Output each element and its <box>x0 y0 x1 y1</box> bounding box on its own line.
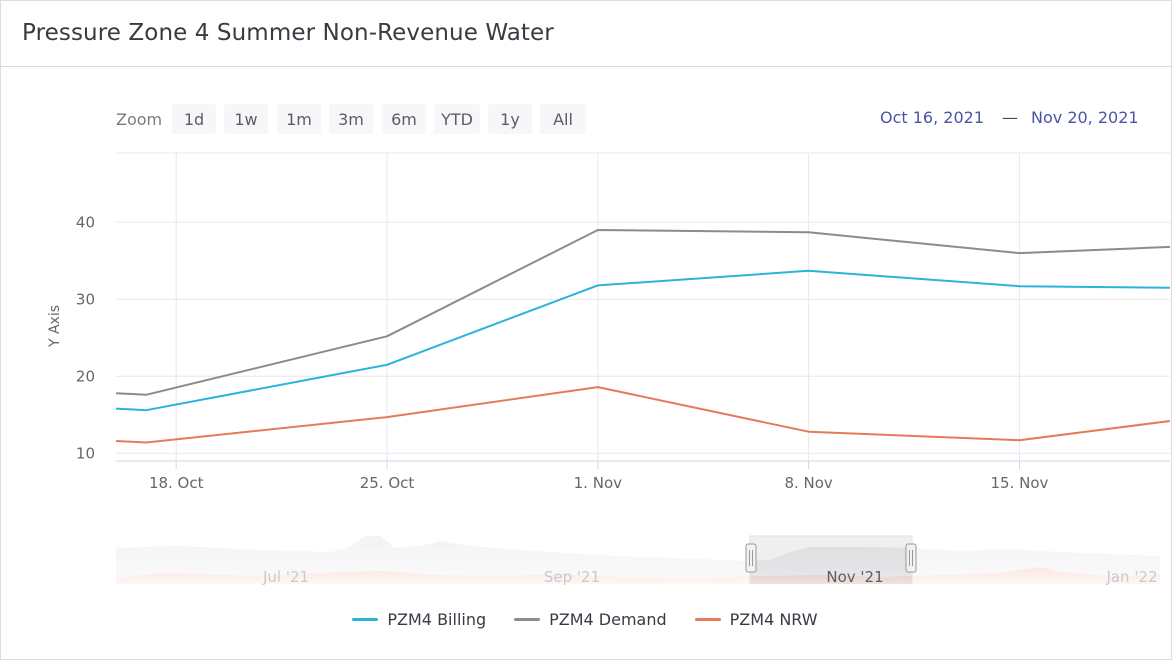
x-tick-label: 18. Oct <box>149 474 204 492</box>
navigator-mask-left <box>116 528 750 584</box>
y-tick-label: 20 <box>76 367 95 385</box>
series-line-pzm4-billing[interactable] <box>115 269 1171 412</box>
range-to-input[interactable]: Nov 20, 2021 <box>1031 108 1139 127</box>
y-tick-label: 30 <box>76 290 95 308</box>
navigator-selection[interactable] <box>750 536 912 584</box>
legend-label: PZM4 Demand <box>549 610 667 629</box>
range-separator: — <box>1002 108 1018 127</box>
navigator-mask-right <box>912 528 1160 584</box>
panel-header: Pressure Zone 4 Summer Non-Revenue Water <box>1 1 1171 67</box>
legend-swatch <box>694 618 721 621</box>
zoom-label: Zoom <box>116 110 163 129</box>
legend-swatch <box>352 618 379 621</box>
y-axis-title: Y Axis <box>47 305 63 348</box>
navigator[interactable]: Jul '21 Sep '21 Nov '21 Jan '22 <box>116 528 1160 586</box>
x-tick-label: 15. Nov <box>990 474 1048 492</box>
legend-item-pzm4-billing[interactable]: PZM4 Billing <box>352 610 486 629</box>
x-tick-label: 1. Nov <box>574 474 622 492</box>
navigator-area-nrw <box>116 567 1160 584</box>
zoom-1d-button[interactable]: 1d <box>172 104 216 134</box>
x-tick-label: 8. Nov <box>784 474 832 492</box>
zoom-1m-button[interactable]: 1m <box>277 104 321 134</box>
series-line-pzm4-demand[interactable] <box>115 229 1171 396</box>
navigator-handle-right[interactable] <box>905 543 917 573</box>
navigator-label-jan: Jan '22 <box>1105 568 1157 586</box>
panel-title: Pressure Zone 4 Summer Non-Revenue Water <box>22 20 554 46</box>
zoom-1y-button[interactable]: 1y <box>488 104 532 134</box>
range-from-input[interactable]: Oct 16, 2021 <box>880 108 984 127</box>
zoom-6m-button[interactable]: 6m <box>382 104 426 134</box>
navigator-label-sep: Sep '21 <box>544 568 600 586</box>
plot-area: 10 20 30 40 18. Oct 25. Oct 1. Nov 8. Nov 15. N… <box>47 152 1171 492</box>
zoom-3m-button[interactable]: 3m <box>329 104 373 134</box>
legend-label: PZM4 NRW <box>729 610 818 629</box>
navigator-label-nov: Nov '21 <box>826 568 883 586</box>
legend-item-pzm4-demand[interactable]: PZM4 Demand <box>514 610 667 629</box>
navigator-label-jul: Jul '21 <box>262 568 309 586</box>
zoom-1w-button[interactable]: 1w <box>224 104 268 134</box>
series-line-pzm4-nrw[interactable] <box>115 386 1171 444</box>
legend-swatch <box>514 618 541 621</box>
x-tick-label: 25. Oct <box>360 474 415 492</box>
y-tick-label: 40 <box>76 213 95 231</box>
legend-label: PZM4 Billing <box>387 610 487 629</box>
zoom-ytd-button[interactable]: YTD <box>434 104 480 134</box>
chart-legend: PZM4 Billing PZM4 Demand PZM4 NRW <box>0 610 1170 629</box>
navigator-handle-left[interactable] <box>745 543 757 573</box>
zoom-all-button[interactable]: All <box>540 104 586 134</box>
y-tick-label: 10 <box>76 444 95 462</box>
legend-item-pzm4-nrw[interactable]: PZM4 NRW <box>694 610 818 629</box>
